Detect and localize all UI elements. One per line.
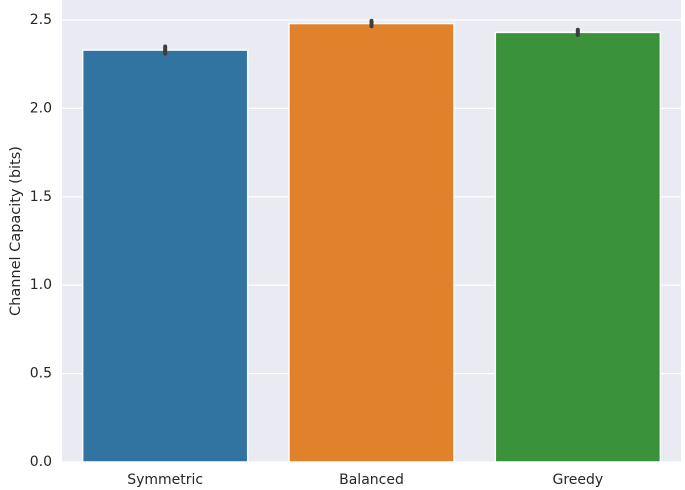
x-tick-label-greedy: Greedy: [552, 472, 603, 488]
y-tick-label-3: 1.5: [30, 189, 52, 205]
error-bars: [163, 18, 580, 56]
bar-balanced: [288, 22, 455, 463]
y-tick-label-0: 0.0: [30, 454, 52, 470]
y-tick-label-5: 2.5: [30, 12, 52, 28]
y-axis-title: Channel Capacity (bits): [8, 146, 24, 316]
y-tick-labels: 0.0 0.5 1.0 1.5 2.0 2.5: [30, 12, 52, 470]
bars: [81, 22, 662, 463]
x-tick-label-balanced: Balanced: [339, 472, 404, 488]
x-tick-label-symmetric: Symmetric: [127, 472, 203, 488]
bar-greedy: [494, 31, 662, 463]
y-tick-label-1: 0.5: [30, 366, 52, 382]
x-tick-labels: Symmetric Balanced Greedy: [127, 472, 603, 488]
bar-symmetric: [81, 49, 249, 463]
y-tick-label-2: 1.0: [30, 277, 52, 293]
y-tick-label-4: 2.0: [30, 100, 52, 116]
